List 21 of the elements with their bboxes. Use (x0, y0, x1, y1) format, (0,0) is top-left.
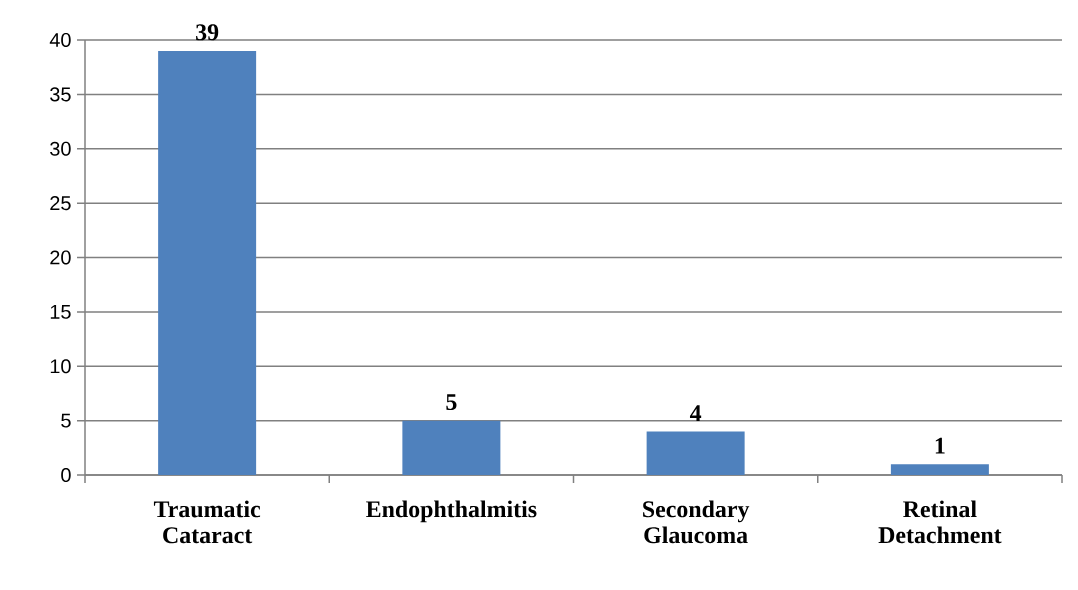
y-tick-label: 25 (50, 196, 71, 211)
x-tick-label: Endophthalmitis (366, 500, 537, 523)
bar (402, 420, 501, 475)
y-tick-label: 0 (61, 467, 71, 483)
y-tick-label: 15 (50, 304, 71, 319)
bar (158, 50, 257, 475)
x-tick-label: Traumatic Cataract (153, 500, 261, 544)
x-tick-label: Secondary Glaucoma (643, 500, 750, 544)
y-tick-label: 5 (61, 413, 71, 428)
data-label: 1 (935, 437, 945, 454)
bar (890, 464, 989, 475)
data-label: 4 (689, 405, 702, 421)
y-tick-label: 40 (49, 32, 71, 48)
x-tick-label: Retinal Detachment (878, 500, 1002, 544)
data-label: 39 (196, 24, 219, 41)
bar (646, 431, 745, 475)
data-label: 5 (446, 394, 457, 411)
y-tick-label: 35 (50, 87, 71, 102)
y-tick-label: 10 (50, 359, 71, 374)
y-tick-label: 30 (50, 141, 71, 156)
y-tick-label: 20 (50, 250, 71, 265)
